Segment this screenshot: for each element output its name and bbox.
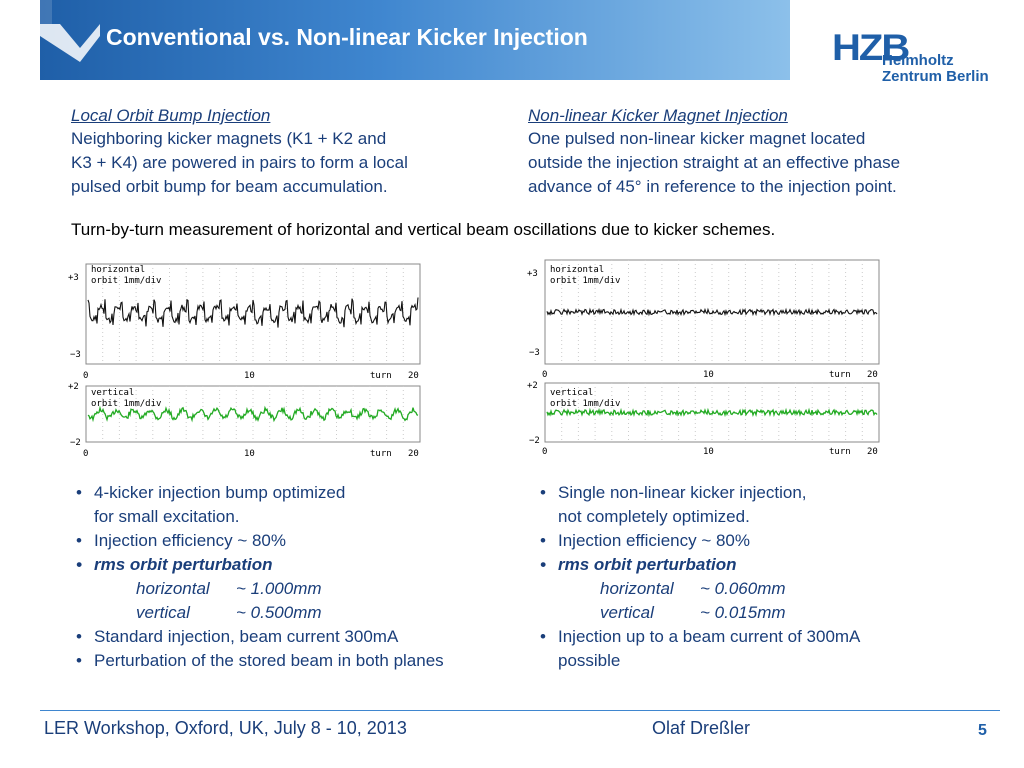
left-body-line: Neighboring kicker magnets (K1 + K2 and (71, 129, 387, 148)
x-tick-0: 0 (83, 449, 88, 459)
left-vertical-plot: vertical orbit 1mm/div +2 −2 0 10 turn 2… (68, 380, 424, 460)
x-axis-label: turn (829, 447, 851, 457)
x-tick-0: 0 (83, 371, 88, 381)
y-max-label: +3 (68, 273, 79, 283)
left-body-line: K3 + K4) are powered in pairs to form a … (71, 153, 408, 172)
y-max-label: +2 (527, 381, 538, 391)
plot-label-1: horizontal (91, 265, 145, 275)
logo-mark: HZB (832, 27, 910, 69)
x-tick-20: 20 (867, 370, 878, 380)
vertical-trace (87, 405, 419, 423)
x-tick-20: 20 (867, 447, 878, 457)
plot-label-2: orbit 1mm/div (550, 399, 620, 409)
x-tick-10: 10 (703, 370, 714, 380)
x-tick-0: 0 (542, 370, 547, 380)
left-horizontal-plot: horizontal orbit 1mm/div +3 −3 0 10 turn… (68, 258, 424, 382)
y-min-label: −3 (529, 348, 540, 358)
logo-line2: Zentrum Berlin (882, 68, 989, 85)
plot-label-2: orbit 1mm/div (91, 276, 161, 286)
right-body-line: One pulsed non-linear kicker magnet loca… (528, 129, 866, 148)
rms-vertical: vertical ~ 0.015mm (600, 603, 786, 622)
plot-label-1: horizontal (550, 265, 604, 275)
right-body-line: advance of 45° in reference to the injec… (528, 177, 897, 196)
list-item: • Standard injection, beam current 300mA (76, 627, 399, 646)
list-item: • Perturbation of the stored beam in both… (76, 651, 444, 670)
footer-author: Olaf Dreßler (652, 718, 751, 738)
list-item-continuation: possible (558, 651, 621, 670)
left-body-line: pulsed orbit bump for beam accumulation. (71, 177, 388, 196)
list-item: • Injection efficiency ~ 80% (540, 531, 750, 550)
horizontal-trace (546, 307, 878, 317)
footer-event: LER Workshop, Oxford, UK, July 8 - 10, 2… (44, 718, 407, 738)
horizontal-trace (87, 297, 419, 328)
measurement-sentence: Turn-by-turn measurement of horizontal a… (71, 220, 776, 239)
plot-label-1: vertical (550, 388, 593, 398)
plot-label-2: orbit 1mm/div (91, 399, 161, 409)
hzb-logo: HZB Helmholtz Zentrum Berlin (832, 27, 992, 85)
right-description: One pulsed non-linear kicker magnet loca… (528, 127, 900, 199)
x-tick-20: 20 (408, 371, 419, 381)
y-min-label: −2 (529, 436, 540, 446)
x-tick-10: 10 (703, 447, 714, 457)
rms-horizontal: horizontal ~ 0.060mm (600, 579, 786, 598)
list-item: • rms orbit perturbation (76, 555, 273, 574)
vertical-trace (546, 407, 878, 418)
list-item: • Injection up to a beam current of 300mA (540, 627, 861, 646)
y-min-label: −2 (70, 438, 81, 448)
list-item-continuation: not completely optimized. (558, 507, 750, 526)
y-max-label: +3 (527, 269, 538, 279)
right-bullet-list: • Single non-linear kicker injection, not… (538, 481, 860, 673)
plot-label-2: orbit 1mm/div (550, 276, 620, 286)
x-axis-label: turn (829, 370, 851, 380)
plot-label-1: vertical (91, 388, 134, 398)
list-item: • rms orbit perturbation (540, 555, 737, 574)
right-body-line: outside the injection straight at an eff… (528, 153, 901, 172)
right-vertical-plot: vertical orbit 1mm/div +2 −2 0 10 turn 2… (527, 380, 883, 460)
rms-horizontal: horizontal ~ 1.000mm (136, 579, 322, 598)
x-axis-label: turn (370, 371, 392, 381)
list-item: • Single non-linear kicker injection, (540, 483, 807, 502)
footer-divider (40, 710, 1000, 711)
right-heading: Non-linear Kicker Magnet Injection (528, 106, 788, 125)
x-tick-20: 20 (408, 449, 419, 459)
list-item: • Injection efficiency ~ 80% (76, 531, 286, 550)
header-band (40, 0, 790, 80)
logo-line1: Helmholtz (882, 52, 954, 69)
page-title: Conventional vs. Non-linear Kicker Injec… (106, 24, 588, 50)
rms-vertical: vertical ~ 0.500mm (136, 603, 322, 622)
list-item: • 4-kicker injection bump optimized (76, 483, 346, 502)
x-tick-10: 10 (244, 371, 255, 381)
plot-grid (102, 264, 404, 364)
x-tick-0: 0 (542, 447, 547, 457)
y-max-label: +2 (68, 382, 79, 392)
right-horizontal-plot: horizontal orbit 1mm/div +3 −3 0 10 turn… (527, 258, 883, 382)
list-item-continuation: for small excitation. (94, 507, 240, 526)
left-heading: Local Orbit Bump Injection (71, 106, 271, 125)
x-tick-10: 10 (244, 449, 255, 459)
page-number: 5 (978, 722, 987, 739)
y-min-label: −3 (70, 350, 81, 360)
left-description: Neighboring kicker magnets (K1 + K2 and … (71, 127, 408, 199)
left-bullet-list: • 4-kicker injection bump optimized for s… (74, 481, 444, 673)
x-axis-label: turn (370, 449, 392, 459)
chevron-mark-icon (40, 0, 100, 62)
